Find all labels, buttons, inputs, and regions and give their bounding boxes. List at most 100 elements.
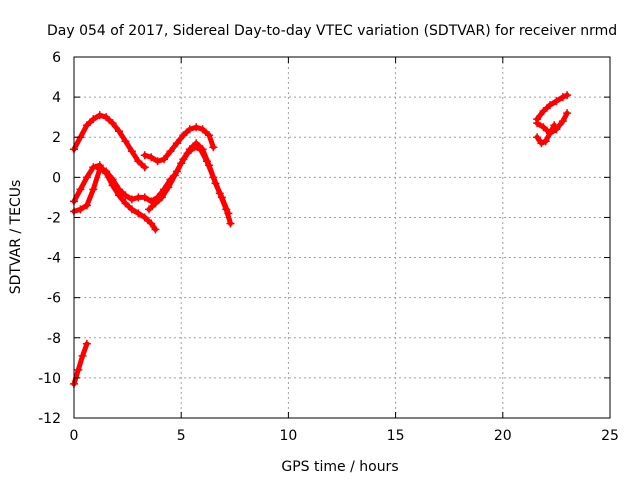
data-point: [533, 133, 542, 142]
series-track-e: [145, 143, 235, 228]
data-point: [108, 119, 117, 128]
x-tick-label: 25: [601, 428, 619, 444]
y-tick-label: -8: [47, 331, 61, 347]
data-point: [134, 157, 143, 166]
data-point: [127, 195, 136, 204]
data-point: [134, 209, 143, 218]
series-trace: [71, 112, 148, 170]
data-point: [198, 145, 207, 154]
series-track-g: [70, 339, 91, 388]
data-point: [89, 115, 98, 124]
series-trace: [71, 341, 90, 387]
data-point: [172, 139, 181, 148]
y-tick-label: -10: [38, 371, 61, 387]
data-point: [217, 193, 226, 202]
data-point: [78, 351, 87, 360]
data-point: [166, 147, 175, 156]
series-track-c: [70, 161, 160, 234]
y-tick-label: 2: [52, 130, 61, 146]
data-point: [127, 147, 136, 156]
y-tick-label: -6: [47, 291, 61, 307]
data-point: [95, 111, 104, 120]
data-point: [205, 161, 214, 170]
data-point: [108, 175, 117, 184]
data-point: [140, 163, 149, 172]
y-tick-label: 0: [52, 170, 61, 186]
series-track-f: [166, 139, 233, 218]
data-point: [545, 101, 554, 110]
data-point: [558, 117, 567, 126]
data-point: [192, 139, 201, 148]
data-point: [550, 121, 559, 130]
data-point: [160, 155, 169, 164]
y-tick-label: -2: [47, 210, 61, 226]
grid: [74, 57, 610, 418]
data-point: [533, 119, 542, 128]
plot-frame: [73, 56, 611, 419]
data-point: [147, 219, 156, 228]
data-point: [563, 109, 572, 118]
data-point: [558, 93, 567, 102]
x-tick-label: 10: [279, 428, 297, 444]
data-point: [151, 225, 160, 234]
data-point: [179, 131, 188, 140]
data-point: [147, 153, 156, 162]
y-axis-label: SDTVAR / TECUs: [8, 180, 24, 295]
data-point: [102, 113, 111, 122]
data-point: [209, 143, 218, 152]
data-point: [121, 137, 130, 146]
data-series: [70, 91, 572, 388]
data-point: [166, 177, 175, 186]
data-point: [89, 163, 98, 172]
series-track-b: [140, 123, 218, 166]
data-point: [164, 183, 173, 192]
series-trace: [168, 140, 231, 216]
data-point: [89, 185, 98, 194]
data-point: [539, 107, 548, 116]
data-point: [541, 137, 550, 146]
series-track-d: [70, 165, 175, 216]
data-point: [211, 179, 220, 188]
data-point: [74, 365, 83, 374]
series-track-j: [533, 121, 559, 148]
x-tick-label: 20: [494, 428, 512, 444]
data-point: [545, 129, 554, 138]
data-point: [552, 97, 561, 106]
data-point: [539, 123, 548, 132]
data-point: [226, 219, 235, 228]
data-point: [115, 185, 124, 194]
series-track-a: [70, 111, 149, 172]
x-axis-label: GPS time / hours: [281, 459, 398, 475]
y-tick-label: 6: [52, 50, 61, 66]
data-point: [198, 125, 207, 134]
data-point: [153, 157, 162, 166]
data-point: [185, 145, 194, 154]
x-tick-label: 15: [387, 428, 405, 444]
data-point: [224, 209, 233, 218]
data-point: [82, 339, 91, 348]
x-tick-label: 0: [70, 428, 79, 444]
data-point: [76, 185, 85, 194]
y-tick-label: -12: [38, 411, 61, 427]
chart-title: Day 054 of 2017, Sidereal Day-to-day VTE…: [47, 23, 617, 39]
data-point: [563, 91, 572, 100]
data-point: [192, 123, 201, 132]
data-point: [82, 121, 91, 130]
data-point: [151, 199, 160, 208]
data-point: [140, 213, 149, 222]
data-point: [179, 155, 188, 164]
data-point: [82, 173, 91, 182]
y-tick-label: -4: [47, 251, 61, 267]
data-point: [205, 131, 214, 140]
series-trace: [71, 166, 173, 214]
data-point: [82, 201, 91, 210]
data-point: [172, 167, 181, 176]
data-point: [115, 127, 124, 136]
data-point: [121, 199, 130, 208]
series-track-h: [533, 91, 572, 124]
data-point: [537, 139, 546, 148]
data-point: [140, 151, 149, 160]
data-point: [157, 193, 166, 202]
axis-ticks: [73, 56, 611, 419]
data-point: [145, 205, 154, 214]
